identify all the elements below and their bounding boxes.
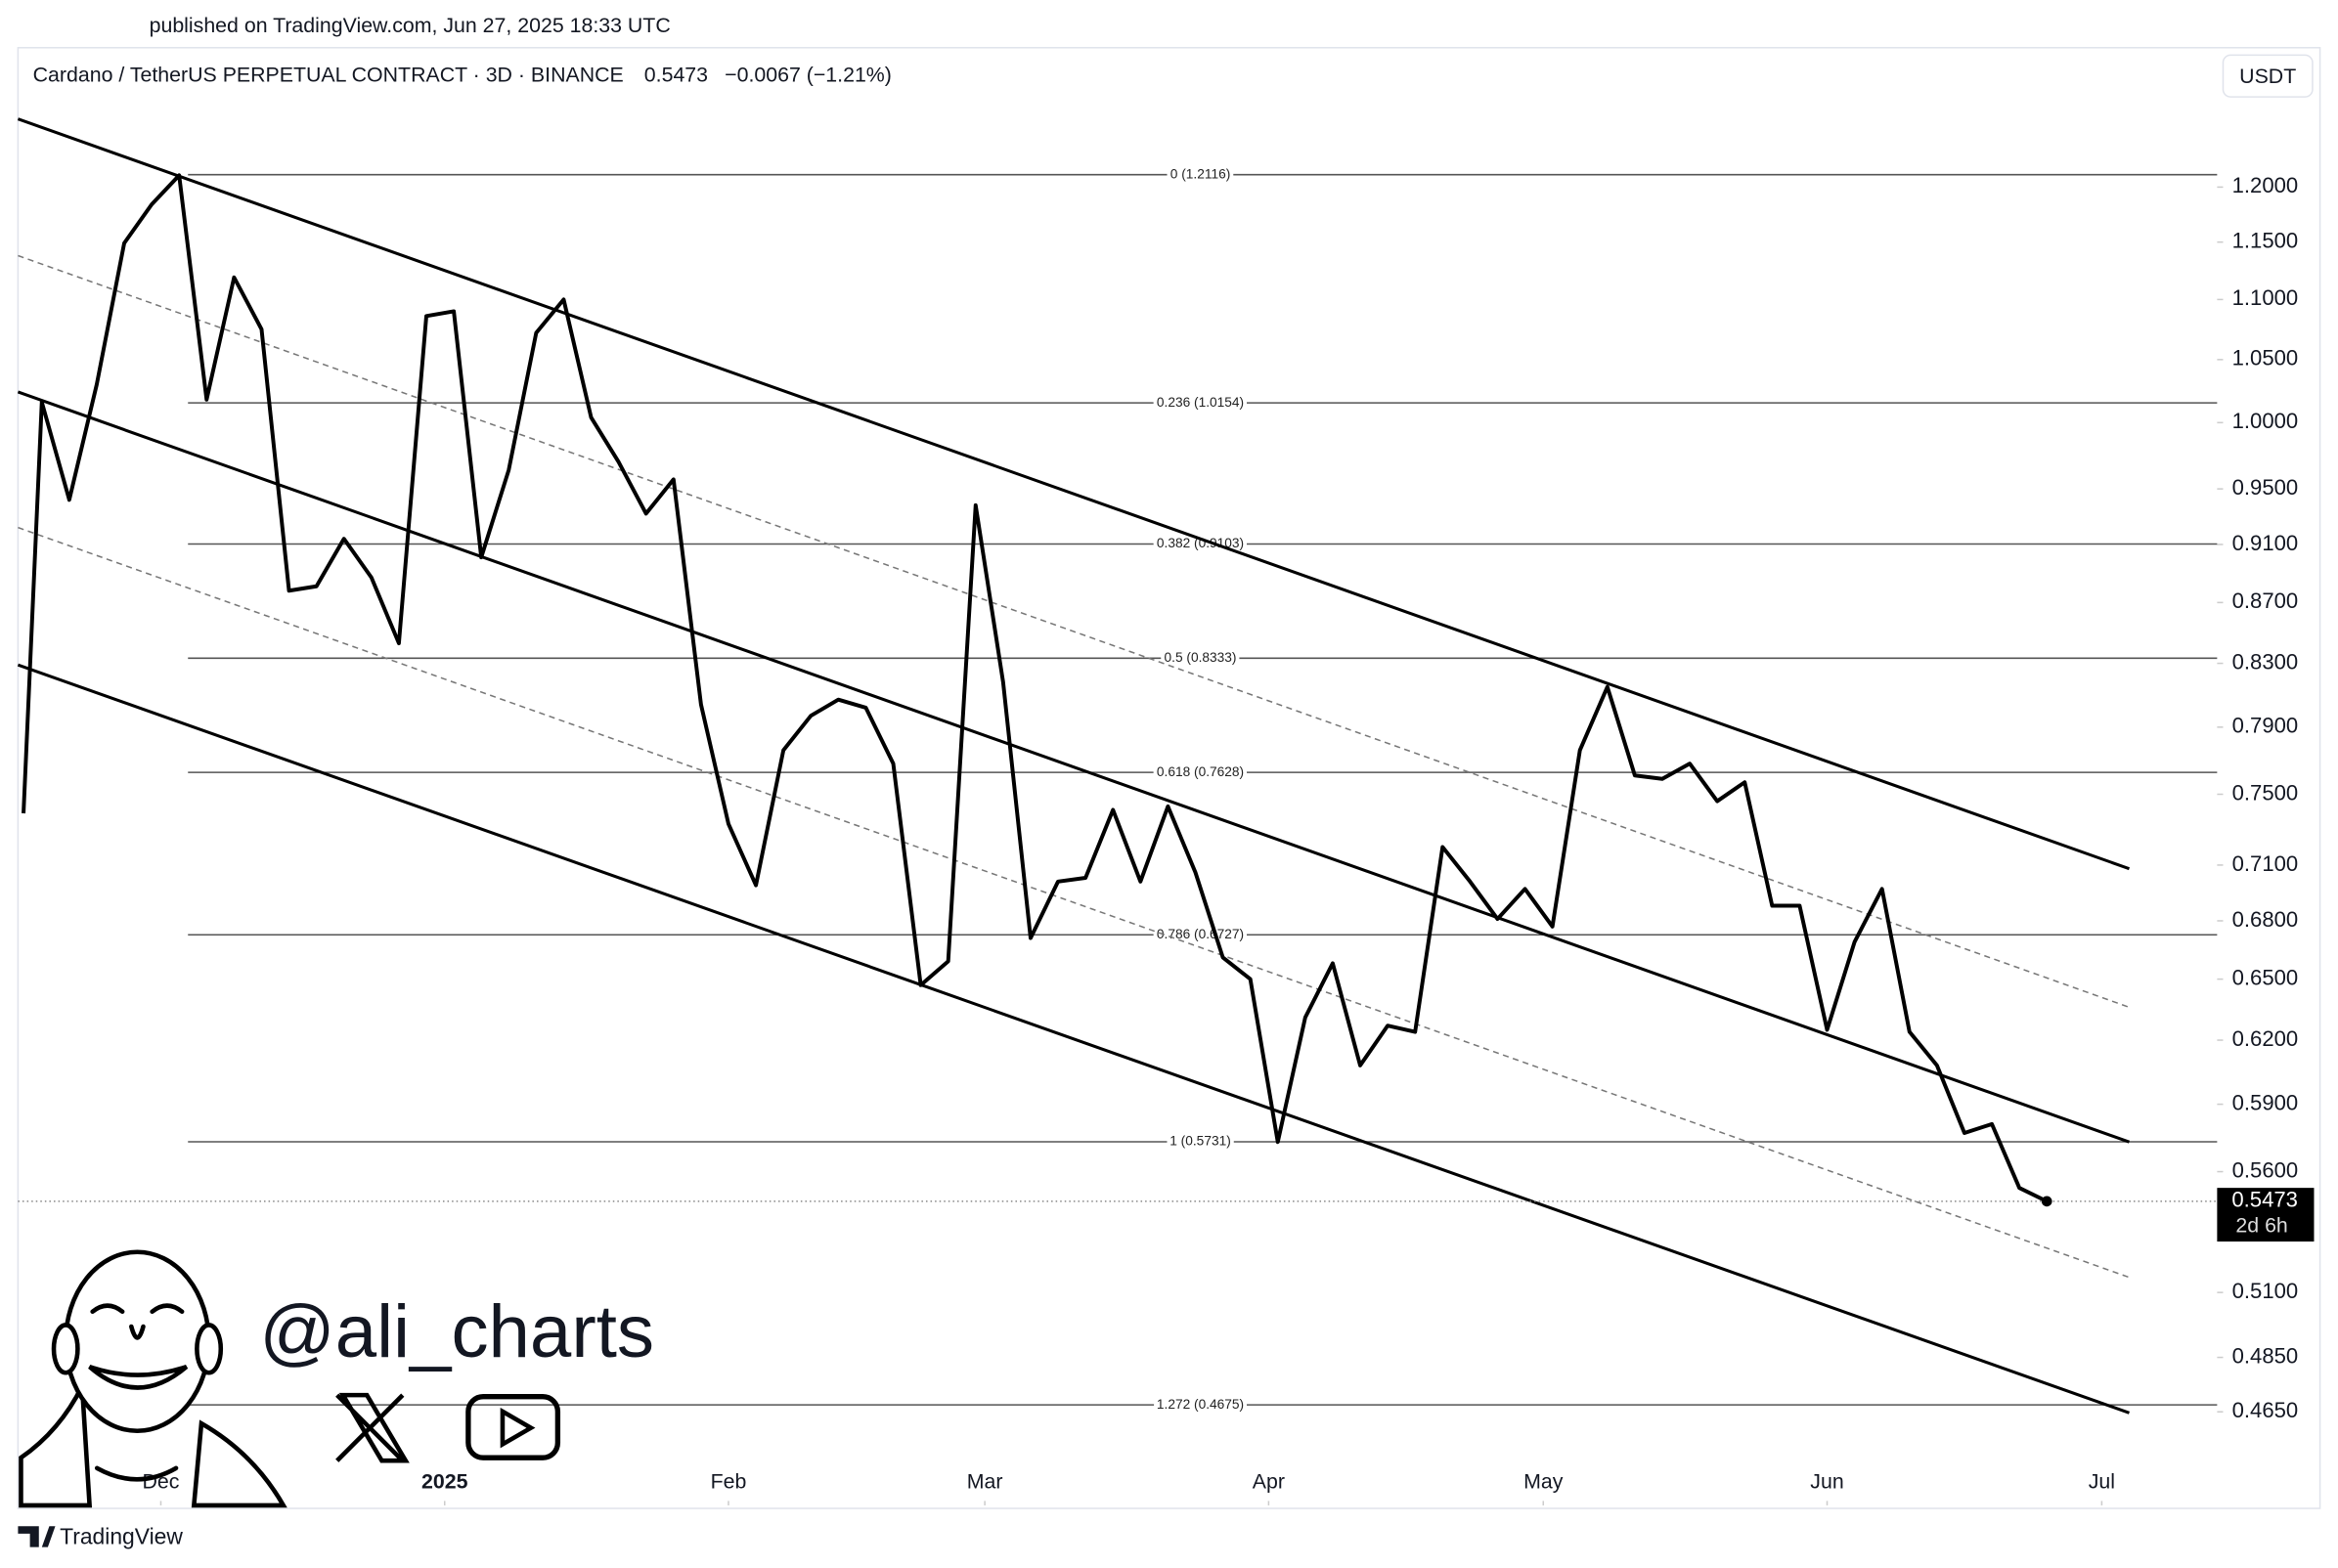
- y-tick-label: 1.0500: [2232, 346, 2299, 370]
- youtube-icon[interactable]: [465, 1393, 561, 1460]
- last-point: [2041, 1196, 2052, 1207]
- y-tick-label: 1.1000: [2232, 285, 2299, 310]
- brand: TradingView: [60, 1524, 183, 1549]
- plot: 1.2000 1.1500 1.1000 1.0500 1.0000 0.9500 0.91…: [17, 117, 2315, 1505]
- y-tick-label: 1.1500: [2232, 228, 2299, 252]
- x-tick-label: Jul: [2089, 1470, 2115, 1494]
- currency-label: USDT: [2239, 65, 2296, 88]
- y-tick-label: 0.4850: [2232, 1343, 2299, 1368]
- currency-button[interactable]: [2222, 54, 2314, 98]
- published-note: published on TradingView.com, Jun 27, 20…: [150, 14, 671, 37]
- x-tick-label: 2025: [421, 1470, 468, 1494]
- avatar: [19, 1249, 287, 1508]
- y-tick-label: 0.7900: [2232, 714, 2299, 738]
- y-tick-label: 0.5100: [2232, 1279, 2299, 1303]
- y-tick-label: 0.7500: [2232, 780, 2299, 805]
- x-tick-label: Mar: [967, 1470, 1003, 1494]
- last-price-label: 0.5473: [2231, 1188, 2298, 1212]
- x-icon[interactable]: [335, 1392, 410, 1463]
- x-tick-label: Jun: [1810, 1470, 1843, 1494]
- y-tick-label: 0.6500: [2232, 965, 2299, 989]
- y-tick-label: 0.7100: [2232, 851, 2299, 876]
- channel-line: [17, 663, 2131, 1415]
- fib-level-label: 0.236 (1.0154): [1157, 395, 1244, 410]
- y-tick-label: 0.6200: [2232, 1026, 2299, 1051]
- y-tick-label: 0.9500: [2232, 475, 2299, 500]
- watermark: @ali_charts: [259, 1290, 654, 1373]
- channel-line: [17, 390, 2131, 1144]
- y-tick-label: 0.6800: [2232, 907, 2299, 932]
- chart-title: Cardano / TetherUS PERPETUAL CONTRACT · …: [33, 63, 624, 86]
- fib-level-label: 1 (0.5731): [1169, 1134, 1231, 1149]
- fib-level-label: 0 (1.2116): [1170, 166, 1231, 181]
- chart-frame: [17, 47, 2321, 1509]
- last-price-badge: [2217, 1188, 2315, 1242]
- brand-logo: [18, 1526, 56, 1547]
- y-tick-label: 0.9100: [2232, 531, 2299, 555]
- youtube-play: [500, 1407, 536, 1449]
- y-tick-label: 0.4650: [2232, 1398, 2299, 1422]
- x-tick-label: Apr: [1253, 1470, 1285, 1494]
- header-change: −0.0067 (−1.21%): [725, 63, 892, 86]
- fib-level-label: 0.786 (0.6727): [1157, 927, 1244, 941]
- fib-level-label: 0.618 (0.7628): [1157, 764, 1244, 779]
- fib-level-label: 0.5 (0.8333): [1165, 650, 1237, 665]
- channel-line: [18, 526, 2130, 1279]
- fib-level-label: 1.272 (0.4675): [1157, 1397, 1244, 1412]
- x-tick-label: May: [1523, 1470, 1564, 1494]
- y-tick-label: 0.8300: [2232, 649, 2299, 674]
- price-line: [22, 173, 2049, 1203]
- channel-line: [18, 254, 2130, 1009]
- channel-line: [17, 117, 2131, 871]
- y-tick-label: 1.0000: [2232, 409, 2299, 433]
- x-tick-label: Feb: [711, 1470, 747, 1494]
- countdown-label: 2d 6h: [2235, 1213, 2287, 1237]
- header-last-price: 0.5473: [644, 63, 708, 86]
- y-tick-label: 0.5600: [2232, 1157, 2299, 1182]
- y-tick-label: 1.2000: [2232, 173, 2299, 197]
- y-tick-label: 0.8700: [2232, 588, 2299, 613]
- y-tick-label: 0.5900: [2232, 1090, 2299, 1114]
